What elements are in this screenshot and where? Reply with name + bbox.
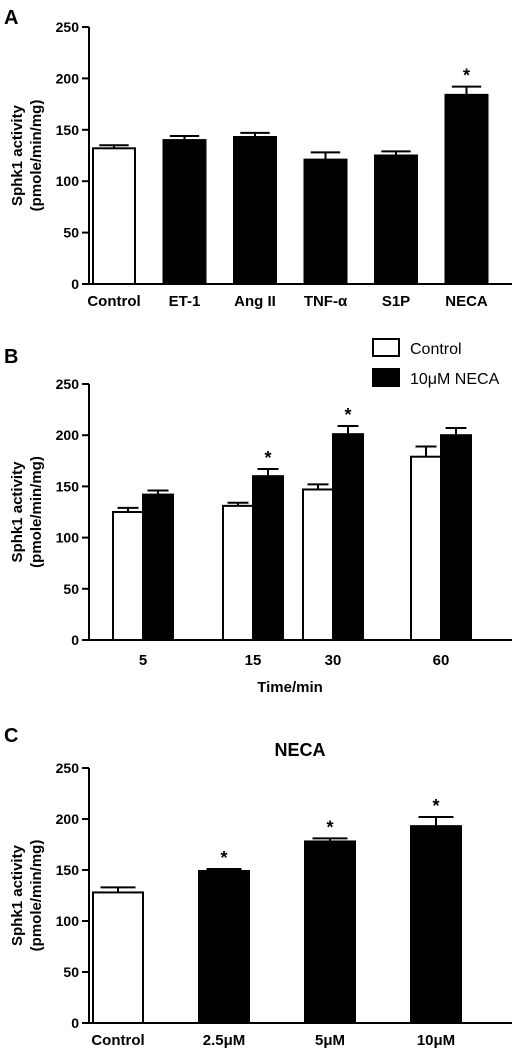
panel-letter: C	[4, 725, 18, 747]
bar	[92, 891, 144, 1024]
y-tick-label: 50	[63, 225, 79, 241]
x-category-label: NECA	[445, 293, 488, 310]
y-tick-label: 100	[56, 913, 80, 929]
y-tick-label: 50	[63, 581, 79, 597]
chart-panel-c: C NECA 0 50 100 150 200 250 Sphk1 activity (pmole…	[4, 725, 512, 1049]
significance-marker: *	[220, 848, 227, 868]
y-tick-label: 250	[56, 760, 80, 776]
y-tick-label: 0	[71, 1015, 79, 1031]
x-category-label: 15	[245, 652, 262, 669]
legend-swatch	[372, 338, 400, 357]
bar	[304, 840, 356, 1024]
y-axis-label: (pmole/min/mg)	[28, 100, 45, 212]
bar	[92, 147, 136, 285]
y-axis-label: (pmole/min/mg)	[28, 840, 45, 952]
bar	[444, 93, 489, 285]
bar	[410, 825, 462, 1025]
bar	[142, 493, 174, 642]
y-tick-label: 150	[56, 862, 80, 878]
bar	[222, 504, 254, 641]
y-tick-label: 250	[56, 19, 80, 35]
x-category-label: S1P	[382, 293, 410, 310]
x-category-label: Control	[87, 293, 140, 310]
x-category-label: 5	[139, 652, 147, 669]
x-category-label: 5μM	[315, 1032, 345, 1049]
y-tick-label: 150	[56, 122, 80, 138]
panel-letter: A	[4, 7, 18, 29]
bar	[252, 475, 284, 641]
y-tick-label: 100	[56, 173, 80, 189]
y-tick-label: 150	[56, 478, 80, 494]
significance-marker: *	[264, 448, 271, 468]
y-axis-label: Sphk1 activity	[9, 844, 26, 946]
x-category-label: TNF-α	[304, 293, 348, 310]
y-axis-label: Sphk1 activity	[9, 104, 26, 206]
bar	[410, 455, 442, 642]
bar	[112, 511, 144, 641]
significance-marker: *	[463, 66, 470, 86]
y-axis-label: Sphk1 activity	[9, 461, 26, 563]
bar	[162, 139, 207, 285]
bar	[303, 158, 348, 285]
y-tick-label: 50	[63, 964, 79, 980]
y-tick-label: 250	[56, 376, 80, 392]
legend-swatch	[372, 368, 400, 387]
y-tick-label: 200	[56, 70, 80, 86]
legend-label: 10μM NECA	[410, 371, 500, 388]
x-category-label: 10μM	[417, 1032, 455, 1049]
y-tick-label: 0	[71, 632, 79, 648]
bar	[233, 135, 277, 285]
y-tick-label: 100	[56, 530, 80, 546]
panel-letter: B	[4, 346, 18, 368]
significance-marker: *	[326, 817, 333, 837]
chart-title: NECA	[274, 740, 325, 760]
bar	[302, 488, 334, 641]
legend: Control 10μM NECA	[372, 338, 500, 388]
x-category-label: Control	[91, 1032, 144, 1049]
significance-marker: *	[432, 796, 439, 816]
bar	[198, 870, 250, 1025]
x-category-label: ET-1	[169, 293, 201, 310]
y-tick-label: 200	[56, 427, 80, 443]
x-category-label: Ang II	[234, 293, 276, 310]
x-category-label: 30	[325, 652, 342, 669]
bar	[374, 154, 418, 285]
significance-marker: *	[344, 405, 351, 425]
y-tick-label: 0	[71, 276, 79, 292]
y-axis-label: (pmole/min/mg)	[28, 456, 45, 568]
y-tick-label: 200	[56, 811, 80, 827]
chart-panel-a: A 0 50 100 150 200 250 Sphk1 activity (pmole/min…	[4, 7, 512, 310]
x-axis-label: Time/min	[257, 679, 323, 696]
x-category-label: 60	[433, 652, 450, 669]
bar	[440, 434, 472, 642]
x-category-label: 2.5μM	[203, 1032, 246, 1049]
chart-panel-b: B 0 50 100 150 200 250 Sphk1 activity (pmole/min…	[4, 338, 512, 696]
legend-label: Control	[410, 341, 462, 358]
bar	[332, 433, 364, 641]
